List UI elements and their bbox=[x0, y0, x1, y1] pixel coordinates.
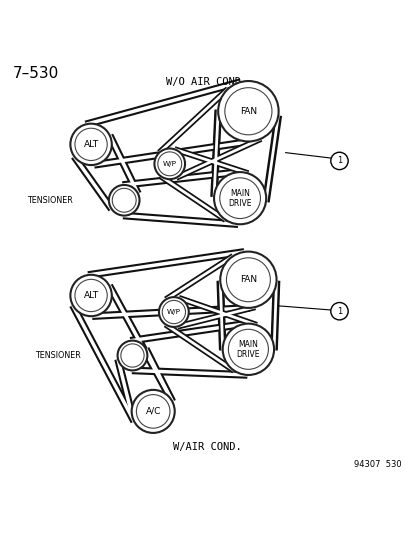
Circle shape bbox=[131, 390, 174, 433]
Circle shape bbox=[214, 172, 266, 224]
Text: MAIN
DRIVE: MAIN DRIVE bbox=[228, 189, 251, 208]
Circle shape bbox=[330, 303, 347, 320]
Circle shape bbox=[70, 124, 112, 165]
Text: ALT: ALT bbox=[83, 140, 98, 149]
Text: 1: 1 bbox=[336, 156, 341, 165]
Text: A/C: A/C bbox=[145, 407, 161, 416]
Text: MAIN
DRIVE: MAIN DRIVE bbox=[236, 340, 259, 359]
Text: W/P: W/P bbox=[166, 309, 180, 315]
Text: W/P: W/P bbox=[162, 161, 176, 167]
Text: W/AIR COND.: W/AIR COND. bbox=[172, 442, 241, 452]
Text: 1: 1 bbox=[336, 306, 341, 316]
Text: W/O AIR COND.: W/O AIR COND. bbox=[166, 77, 247, 87]
Text: 7–530: 7–530 bbox=[12, 66, 59, 80]
Circle shape bbox=[330, 152, 347, 169]
Text: 94307  530: 94307 530 bbox=[353, 459, 401, 469]
Circle shape bbox=[154, 149, 185, 179]
Circle shape bbox=[220, 252, 276, 308]
Text: FAN: FAN bbox=[239, 275, 256, 284]
Text: FAN: FAN bbox=[239, 107, 256, 116]
Circle shape bbox=[222, 324, 273, 375]
Text: TENSIONER: TENSIONER bbox=[26, 196, 72, 205]
Text: ALT: ALT bbox=[83, 291, 98, 300]
Circle shape bbox=[70, 275, 112, 316]
Circle shape bbox=[109, 185, 139, 215]
Circle shape bbox=[218, 81, 278, 141]
Circle shape bbox=[159, 297, 188, 327]
Circle shape bbox=[117, 341, 147, 370]
Text: TENSIONER: TENSIONER bbox=[35, 351, 81, 360]
